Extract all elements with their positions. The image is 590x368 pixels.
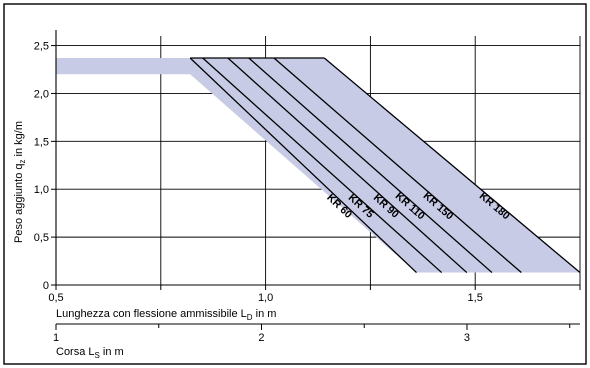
y-axis-label: Peso aggiunto qz in kg/m [13,121,27,243]
chart-axes [55,30,580,325]
y-tick-label: 1,0 [34,184,49,196]
y-tick-label: 2,0 [34,88,49,100]
x2-tick-label: 3 [464,332,470,344]
shaded-band [56,58,580,273]
x-tick-label: 1,0 [258,292,273,304]
series-line-kr-150 [273,57,522,274]
x2-tick-label: 2 [258,332,264,344]
y-tick-label: 1,5 [34,136,49,148]
chart-lines [189,57,581,274]
y-tick-label: 0,5 [34,232,49,244]
chart-band [56,58,580,273]
x-tick-label: 0,5 [48,292,63,304]
tick-labels: 00,51,01,52,02,50,5 1,0 1,51 2 3 [34,41,581,344]
x2-tick-label: 1 [53,332,59,344]
series-line-kr-90 [227,57,468,274]
y-tick-label: 2,5 [34,41,49,53]
chart-frame [3,3,587,365]
series-line-kr-60 [189,57,417,274]
x-axis-label: Lunghezza con flessione ammissibile LD i… [56,308,276,322]
series-line-kr-75 [202,57,443,274]
series-line-kr-180 [323,57,581,274]
x2-axis-label: Corsa LS in m [56,346,124,360]
series-line-kr-110 [248,57,493,274]
x-tick-label: 1,5 [468,292,483,304]
y-tick-label: 0 [43,280,49,292]
